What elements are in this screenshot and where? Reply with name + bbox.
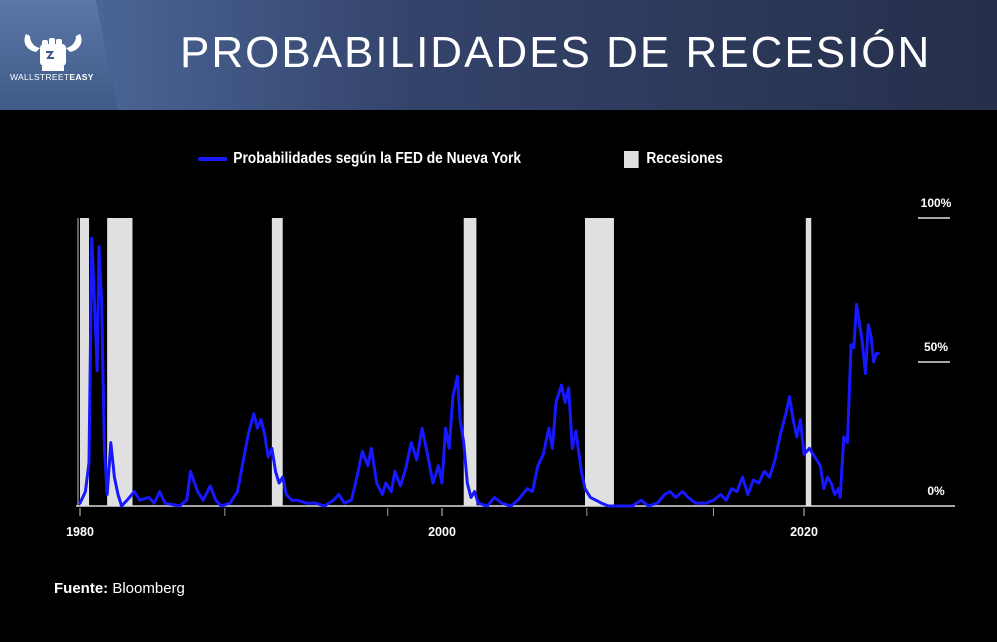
recession-bar-4 [463, 218, 477, 506]
x-tick-label-2000: 2000 [428, 525, 456, 539]
x-tick-label-1980: 1980 [66, 525, 94, 539]
brand-name: WALLSTREETEASY [10, 72, 94, 82]
legend-label-probability: Probabilidades según la FED de Nueva Yor… [233, 150, 522, 167]
source-note: Fuente: Bloomberg [54, 580, 185, 597]
recession-bar-1 [80, 218, 90, 506]
probability-line [78, 236, 880, 508]
y-tick-label-100: 100% [921, 196, 952, 210]
legend-item-probability: Probabilidades según la FED de Nueva Yor… [198, 150, 521, 168]
y-tick-label-50: 50% [924, 340, 948, 354]
recession-bar-3 [271, 218, 283, 506]
recession-bar-2 [107, 218, 133, 506]
legend-line-swatch [198, 157, 228, 161]
recession-bar-5 [584, 218, 614, 506]
brand-regular: WALLSTREET [10, 72, 70, 82]
recession-probability-chart: 1980 2000 2020 100% 50% 0% [66, 196, 955, 539]
legend-label-recessions: Recesiones [646, 150, 723, 167]
source-value: Bloomberg [112, 580, 185, 597]
x-tick-label-2020: 2020 [790, 525, 818, 539]
recession-bar-6 [805, 218, 812, 506]
bull-fist-icon [24, 34, 82, 71]
title-band [96, 0, 997, 110]
page-title: PROBABILIDADES DE RECESIÓN [180, 28, 932, 77]
y-tick-label-0: 0% [927, 484, 945, 498]
brand-bold: EASY [69, 72, 94, 82]
legend-box-swatch [624, 150, 639, 168]
legend-item-recessions: Recesiones [624, 150, 723, 168]
source-label: Fuente: [54, 580, 109, 597]
header-banner: WALLSTREETEASY PROBABILIDADES DE RECESIÓ… [0, 0, 997, 110]
